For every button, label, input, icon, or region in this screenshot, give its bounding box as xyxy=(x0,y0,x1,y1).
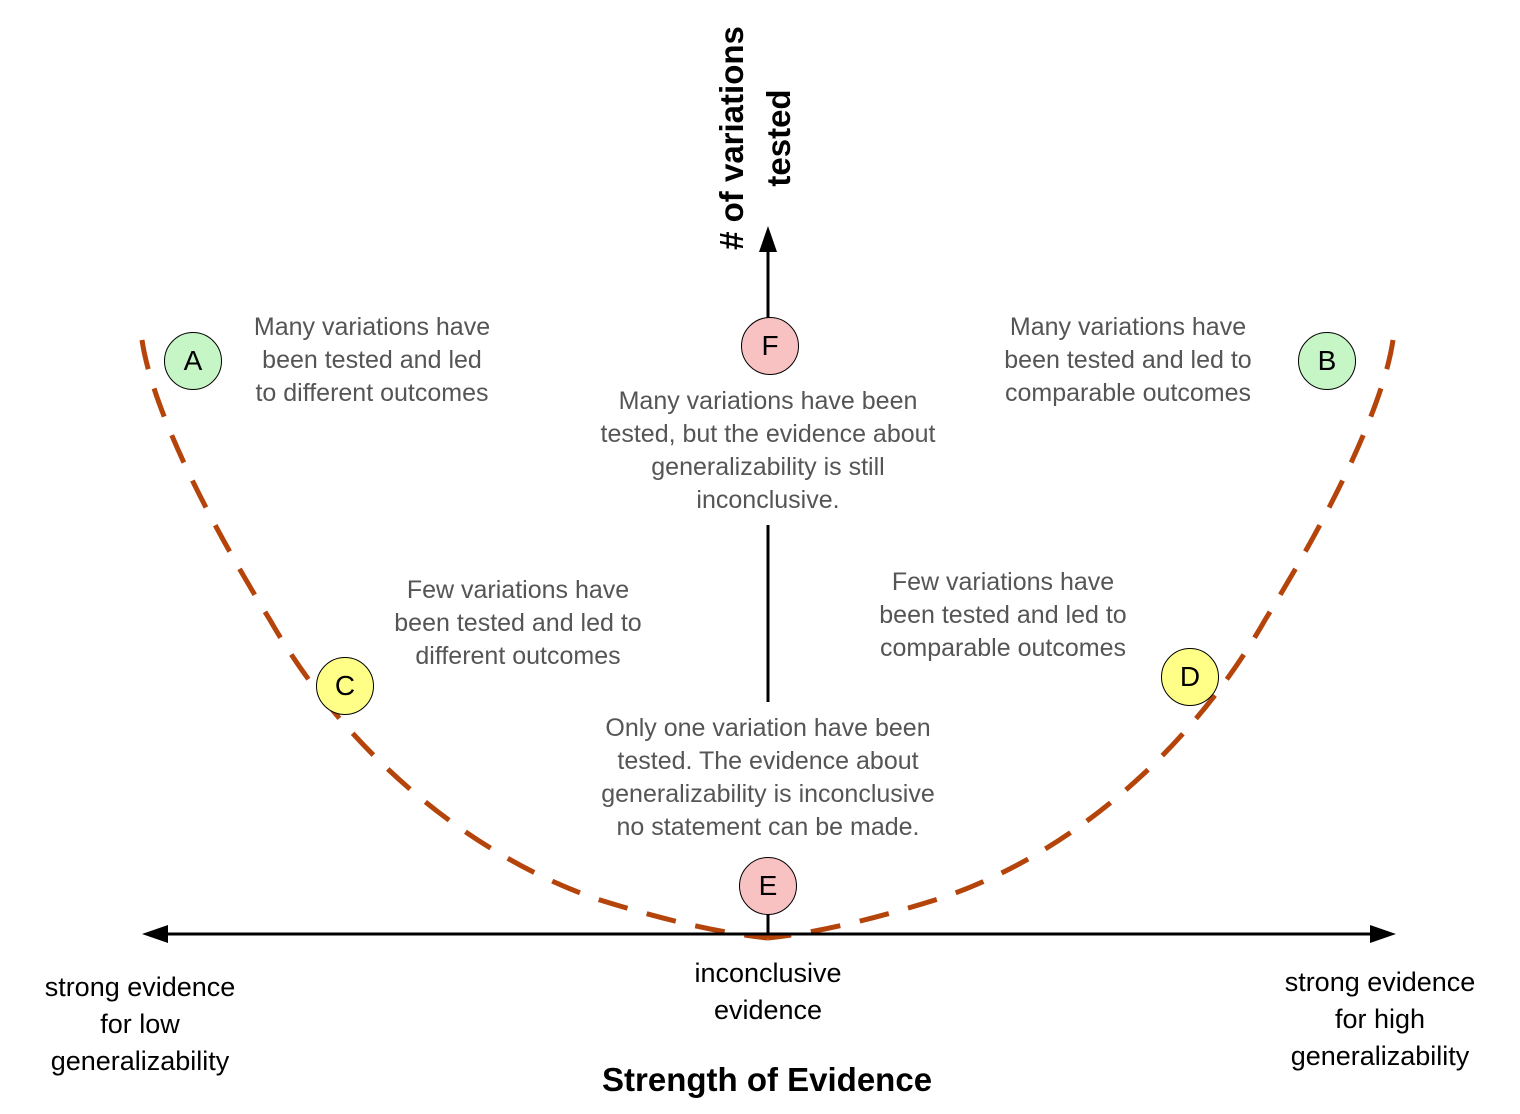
x-axis-left-label: strong evidence for low generalizability xyxy=(0,969,280,1080)
node-d: D xyxy=(1161,648,1219,706)
description-f-line: generalizability is still xyxy=(651,453,885,481)
node-d-label: D xyxy=(1179,661,1201,692)
node-c-label: C xyxy=(334,670,356,701)
node-b-label: B xyxy=(1317,345,1337,376)
description-d-line: comparable outcomes xyxy=(880,634,1126,662)
x-axis-left-label-line: strong evidence xyxy=(44,972,236,1002)
description-f: Many variations have been tested, but th… xyxy=(558,385,978,517)
description-c: Few variations have been tested and led … xyxy=(358,574,678,673)
description-e-line: generalizability is inconclusive xyxy=(601,780,935,808)
description-f-line: Many variations have been xyxy=(618,387,918,415)
x-axis-left-label-line: for low xyxy=(100,1009,180,1039)
y-axis-title-line-2: tested xyxy=(760,89,797,187)
description-b-line: Many variations have xyxy=(1009,313,1247,341)
x-axis-right-label-line: for high xyxy=(1334,1004,1426,1034)
curve-right-branch xyxy=(767,339,1396,941)
description-a: Many variations have been tested and led… xyxy=(222,311,522,410)
curve-left-branch xyxy=(139,339,769,941)
node-f: F xyxy=(741,317,799,375)
node-b: B xyxy=(1298,332,1356,390)
node-a-label: A xyxy=(183,345,203,376)
description-e-line: no statement can be made. xyxy=(616,813,920,841)
node-a: A xyxy=(164,332,222,390)
description-a-line: been tested and led xyxy=(262,346,482,374)
description-d-line: been tested and led to xyxy=(879,601,1127,629)
description-b-line: been tested and led to xyxy=(1004,346,1252,374)
description-e-line: tested. The evidence about xyxy=(617,747,919,775)
x-axis-right-label-line: generalizability xyxy=(1290,1041,1470,1071)
description-a-line: Many variations have xyxy=(253,313,491,341)
node-f-label: F xyxy=(761,330,779,361)
description-e: Only one variation have been tested. The… xyxy=(558,712,978,844)
x-axis-center-label-line: evidence xyxy=(713,995,823,1025)
description-b: Many variations have been tested and led… xyxy=(968,311,1288,410)
x-axis-center-label-line: inconclusive xyxy=(694,958,842,988)
x-axis-right-arrow xyxy=(1370,925,1396,943)
description-c-line: been tested and led to xyxy=(394,609,642,637)
x-axis-title: Strength of Evidence xyxy=(602,1061,933,1098)
y-axis-title-line-1: # of variations xyxy=(713,26,750,250)
description-e-line: Only one variation have been xyxy=(605,714,931,742)
node-c: C xyxy=(316,657,374,715)
description-c-line: Few variations have xyxy=(406,576,630,604)
description-a-line: to different outcomes xyxy=(255,379,489,407)
description-f-line: inconclusive. xyxy=(696,486,840,514)
description-c-line: different outcomes xyxy=(415,642,621,670)
y-axis-arrow xyxy=(759,226,777,252)
y-axis-title: # of variations tested xyxy=(708,3,802,273)
description-f-line: tested, but the evidence about xyxy=(600,420,936,448)
node-e: E xyxy=(739,857,797,915)
x-axis-left-label-line: generalizability xyxy=(50,1046,230,1076)
x-axis-right-label: strong evidence for high generalizabilit… xyxy=(1240,964,1520,1075)
x-axis-center-label: inconclusive evidence xyxy=(618,955,918,1029)
x-axis-right-label-line: strong evidence xyxy=(1284,967,1476,997)
description-d: Few variations have been tested and led … xyxy=(843,566,1163,665)
description-b-line: comparable outcomes xyxy=(1005,379,1251,407)
node-e-label: E xyxy=(758,870,778,901)
description-d-line: Few variations have xyxy=(891,568,1115,596)
x-axis-left-arrow xyxy=(142,925,168,943)
